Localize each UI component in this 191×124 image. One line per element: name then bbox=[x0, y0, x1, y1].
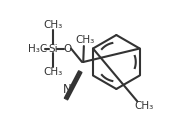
Text: O: O bbox=[63, 44, 71, 54]
Text: CH₃: CH₃ bbox=[44, 67, 63, 77]
Text: CH₃: CH₃ bbox=[75, 35, 95, 45]
Text: Si: Si bbox=[48, 44, 58, 54]
Text: CH₃: CH₃ bbox=[44, 20, 63, 30]
Text: H₃C: H₃C bbox=[28, 44, 48, 54]
Text: CH₃: CH₃ bbox=[134, 101, 154, 111]
Text: N: N bbox=[63, 83, 72, 96]
